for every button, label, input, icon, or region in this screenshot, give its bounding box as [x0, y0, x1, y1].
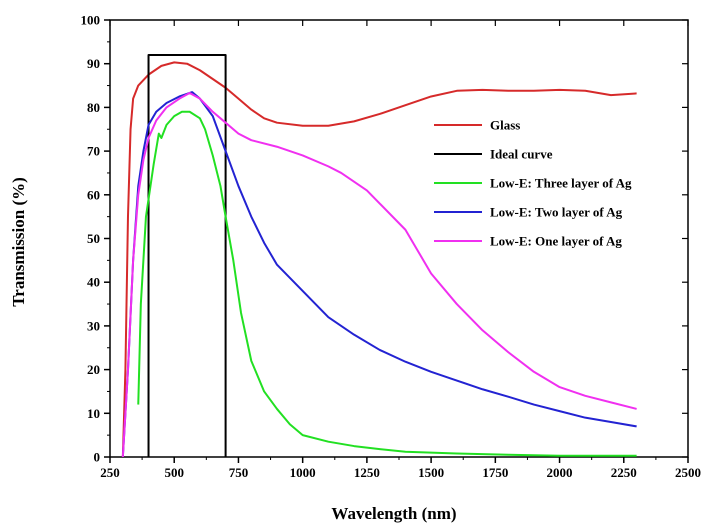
x-tick-label: 1500	[418, 465, 444, 480]
x-tick-label: 2250	[611, 465, 637, 480]
y-tick-label: 80	[87, 100, 100, 115]
x-tick-label: 1000	[290, 465, 316, 480]
series-group	[121, 53, 637, 458]
x-axis-label: Wavelength (nm)	[331, 504, 456, 523]
legend-label-1: Ideal curve	[490, 147, 553, 162]
x-tick-label: 1250	[354, 465, 380, 480]
x-tick-label: 750	[229, 465, 249, 480]
y-tick-label: 60	[87, 187, 100, 202]
axes-group: 250 500 750 1000 1250 1500 1750 2000 2250 2500 0 10…	[81, 13, 702, 481]
y-tick-label: 30	[87, 318, 100, 333]
y-tick-label: 100	[81, 13, 101, 28]
x-tick-label: 1750	[482, 465, 508, 480]
y-axis-label: Transmission (%)	[9, 177, 28, 307]
y-tick-label: 70	[87, 144, 100, 159]
series-line-2	[137, 110, 637, 457]
y-tick-label: 20	[87, 362, 100, 377]
series-line-4	[121, 91, 637, 458]
series-line-1	[147, 53, 227, 457]
x-tick-label: 250	[100, 465, 120, 480]
y-tick-label: 90	[87, 56, 100, 71]
legend-label-0: Glass	[490, 118, 520, 133]
legend-label-3: Low-E: Two layer of Ag	[490, 205, 623, 220]
legend-label-2: Low-E: Three layer of Ag	[490, 176, 632, 191]
y-tick-label: 50	[87, 231, 100, 246]
series-line-0	[121, 61, 637, 458]
legend-label-4: Low-E: One layer of Ag	[490, 234, 622, 249]
y-tick-label: 10	[87, 406, 100, 421]
legend: Glass Ideal curve Low-E: Three layer of Ag…	[434, 118, 632, 249]
x-tick-label: 500	[164, 465, 184, 480]
series-line-3	[121, 91, 637, 458]
y-tick-label: 40	[87, 275, 100, 290]
x-tick-label: 2000	[547, 465, 573, 480]
y-tick-label: 0	[94, 450, 101, 465]
x-tick-label: 2500	[675, 465, 701, 480]
